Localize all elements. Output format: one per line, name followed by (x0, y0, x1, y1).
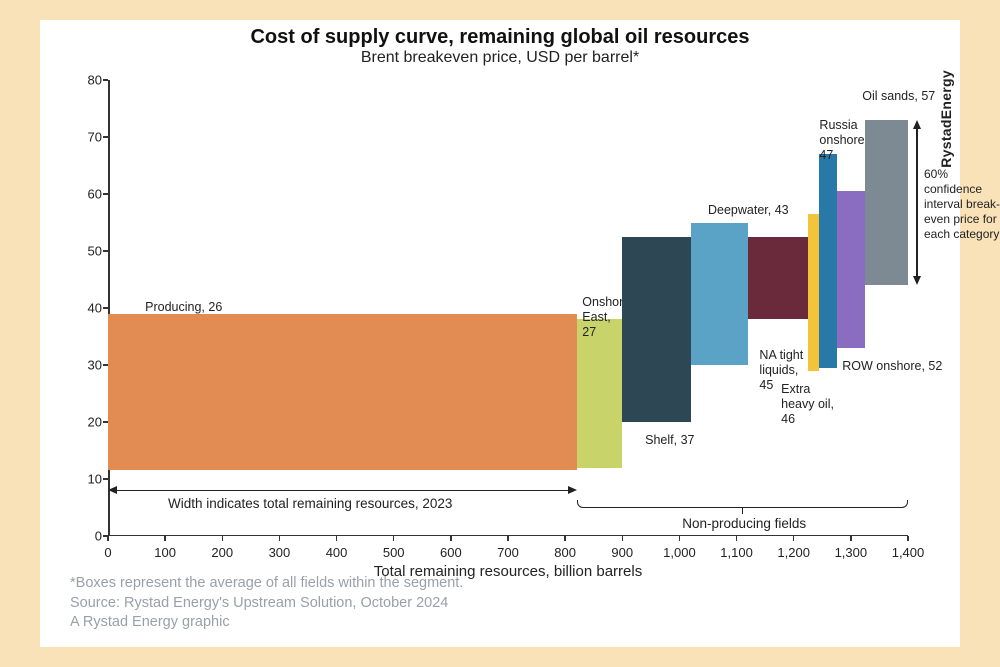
segment-label: Russia onshore, 47 (819, 118, 868, 163)
non-producing-label: Non-producing fields (682, 516, 806, 531)
x-tick-label: 200 (199, 545, 245, 560)
arrow-head-icon (913, 276, 921, 285)
segment-bar (108, 314, 577, 471)
width-arrow-label: Width indicates total remaining resource… (168, 496, 452, 511)
x-tick (164, 536, 166, 541)
segment-bar (865, 120, 908, 285)
segment-bar (808, 214, 819, 371)
x-tick (107, 536, 109, 541)
x-tick-label: 500 (371, 545, 417, 560)
y-tick-label: 50 (72, 244, 102, 259)
x-tick (907, 536, 909, 541)
segment-label: Oil sands, 57 (862, 89, 935, 104)
x-tick-label: 100 (142, 545, 188, 560)
ci-label: 60% confidence interval break- even pric… (924, 167, 1000, 242)
plot-area: Total remaining resources, billion barre… (108, 80, 908, 536)
x-tick-label: 1,100 (714, 545, 760, 560)
x-tick (222, 536, 224, 541)
y-tick (103, 307, 108, 309)
arrow-head-icon (913, 120, 921, 129)
x-tick (393, 536, 395, 541)
x-tick-label: 400 (314, 545, 360, 560)
segment-label: ROW onshore, 52 (842, 359, 942, 374)
y-tick-label: 70 (72, 130, 102, 145)
segment-label: Shelf, 37 (645, 433, 694, 448)
x-tick-label: 1,300 (828, 545, 874, 560)
x-tick-label: 600 (428, 545, 474, 560)
y-tick (103, 79, 108, 81)
footnote-line: *Boxes represent the average of all fiel… (70, 574, 463, 594)
y-tick-label: 0 (72, 529, 102, 544)
x-tick (279, 536, 281, 541)
y-tick-label: 60 (72, 187, 102, 202)
width-arrow-line (116, 490, 569, 492)
segment-bar (748, 237, 808, 320)
segment-bar (691, 223, 748, 366)
x-tick-label: 700 (485, 545, 531, 560)
brace-icon (577, 500, 908, 508)
x-tick-label: 1,400 (885, 545, 931, 560)
x-tick-label: 900 (599, 545, 645, 560)
y-tick (103, 250, 108, 252)
brace-tail-icon (742, 508, 744, 514)
x-tick-label: 800 (542, 545, 588, 560)
footnote: *Boxes represent the average of all fiel… (70, 574, 463, 633)
y-tick (103, 136, 108, 138)
x-tick (736, 536, 738, 541)
segment-label: Deepwater, 43 (708, 203, 789, 218)
x-tick (507, 536, 509, 541)
y-tick-label: 80 (72, 73, 102, 88)
x-tick (564, 536, 566, 541)
segment-label: NA tight liquids, 45 (759, 348, 803, 393)
segment-label: Producing, 26 (145, 300, 222, 315)
chart-card: Cost of supply curve, remaining global o… (40, 20, 960, 647)
y-tick-label: 10 (72, 472, 102, 487)
footnote-line: Source: Rystad Energy's Upstream Solutio… (70, 594, 463, 614)
segment-bar (622, 237, 691, 422)
y-tick-label: 30 (72, 358, 102, 373)
x-tick-label: 1,200 (771, 545, 817, 560)
ci-line (916, 127, 918, 278)
x-tick (450, 536, 452, 541)
x-tick-label: 300 (256, 545, 302, 560)
y-tick (103, 478, 108, 480)
x-tick (679, 536, 681, 541)
footnote-line: A Rystad Energy graphic (70, 613, 463, 633)
x-tick (850, 536, 852, 541)
watermark: RystadEnergy (938, 70, 954, 168)
chart-title: Cost of supply curve, remaining global o… (40, 20, 960, 49)
x-tick-label: 1,000 (656, 545, 702, 560)
chart-subtitle: Brent breakeven price, USD per barrel* (40, 49, 960, 71)
x-tick (793, 536, 795, 541)
segment-bar (837, 191, 866, 348)
x-tick (336, 536, 338, 541)
x-tick-label: 0 (85, 545, 131, 560)
x-tick (622, 536, 624, 541)
y-tick-label: 20 (72, 415, 102, 430)
arrow-head-icon (108, 486, 117, 494)
y-tick (103, 193, 108, 195)
segment-bar (819, 154, 836, 368)
arrow-head-icon (568, 486, 577, 494)
y-tick-label: 40 (72, 301, 102, 316)
segment-bar (577, 319, 623, 467)
